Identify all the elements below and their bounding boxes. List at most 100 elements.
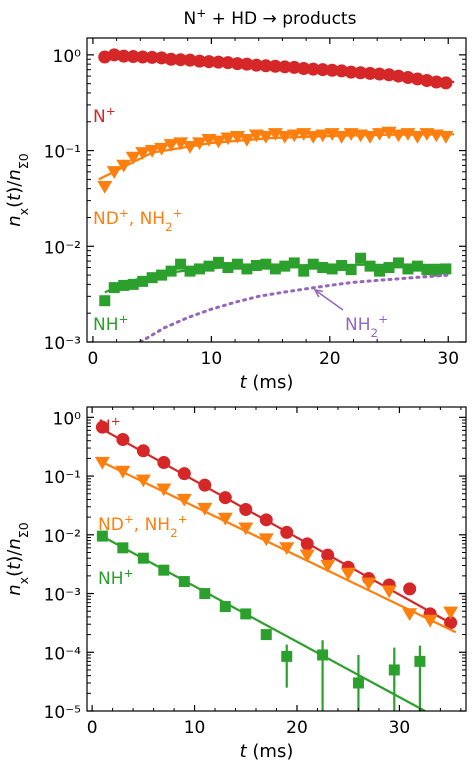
series-label: N+	[93, 104, 116, 127]
data-point	[222, 262, 234, 274]
axes-frame	[86, 37, 467, 343]
data-point	[249, 58, 263, 72]
data-point	[125, 151, 141, 165]
series-label: NH+	[93, 312, 128, 335]
data-point	[279, 542, 295, 555]
series-2	[96, 530, 426, 711]
fit-line	[96, 425, 457, 627]
y-tick-label: 10⁻¹	[44, 468, 81, 488]
data-point	[409, 130, 425, 144]
data-point	[177, 467, 191, 481]
data-point	[192, 137, 208, 151]
data-point	[298, 265, 310, 277]
data-point	[146, 272, 158, 284]
data-point	[438, 130, 454, 144]
data-point	[238, 522, 254, 536]
data-point	[106, 166, 122, 179]
x-tick-label: 10	[201, 349, 223, 369]
fit-line	[96, 532, 426, 711]
data-point	[221, 56, 235, 70]
data-point	[315, 129, 331, 143]
data-point	[336, 259, 348, 271]
data-point	[135, 147, 151, 160]
data-point	[217, 512, 233, 526]
y-tick-label: 10⁻²	[44, 527, 81, 547]
series-label: ND+, NH2+	[93, 206, 183, 234]
data-point	[203, 260, 215, 272]
data-point	[317, 649, 329, 661]
data-point	[388, 664, 400, 676]
data-point	[372, 128, 388, 141]
data-point	[183, 53, 197, 67]
data-point	[212, 256, 224, 268]
data-point	[165, 265, 177, 277]
data-point	[278, 60, 292, 74]
data-point	[288, 257, 300, 269]
data-point	[118, 279, 130, 291]
data-point	[414, 655, 426, 667]
data-point	[176, 493, 192, 507]
data-point	[164, 52, 178, 66]
data-point	[320, 559, 336, 573]
data-point	[127, 278, 139, 290]
series-0	[98, 48, 455, 90]
data-point	[321, 548, 335, 562]
data-point	[157, 456, 171, 470]
series-2	[99, 252, 452, 307]
data-point	[155, 51, 169, 65]
data-point	[154, 142, 170, 156]
plot-area	[97, 48, 455, 342]
x-tick-label: 30	[389, 718, 411, 738]
data-point	[219, 601, 231, 613]
y-axis-label: nx(t)/nΣ0	[4, 153, 31, 226]
plot-area	[94, 420, 459, 711]
data-point	[403, 582, 417, 596]
data-point	[381, 585, 397, 599]
data-point	[197, 502, 213, 516]
data-point	[352, 677, 364, 689]
data-point	[115, 465, 131, 479]
data-point	[286, 129, 302, 143]
data-point	[259, 59, 273, 73]
arrow-head	[313, 288, 324, 298]
series-1	[94, 456, 459, 634]
x-tick-label: 0	[88, 349, 99, 369]
x-axis-label: t (ms)	[240, 372, 294, 393]
data-point	[231, 258, 243, 270]
data-point	[362, 130, 378, 144]
y-tick-label: 10⁻³	[44, 334, 81, 354]
series-label: NH+	[98, 566, 133, 589]
data-point	[364, 260, 376, 272]
annotation-arrow	[314, 289, 344, 311]
data-point	[421, 264, 433, 276]
data-point	[392, 257, 404, 269]
data-point	[136, 50, 150, 64]
data-point	[97, 181, 113, 194]
x-tick-label: 30	[437, 349, 459, 369]
data-point	[383, 262, 395, 274]
data-point	[277, 130, 293, 144]
data-point	[182, 140, 198, 154]
y-tick-label: 10⁻⁵	[44, 703, 81, 723]
data-point	[305, 130, 321, 144]
data-point	[345, 264, 357, 276]
data-point	[95, 420, 109, 434]
data-point	[117, 49, 131, 63]
data-point	[240, 608, 252, 620]
data-point	[107, 48, 121, 62]
data-point	[382, 68, 396, 82]
data-point	[163, 139, 179, 152]
data-point	[355, 252, 367, 264]
data-point	[241, 263, 253, 275]
data-point	[178, 576, 190, 588]
data-point	[268, 59, 282, 73]
data-point	[363, 66, 377, 80]
data-point	[316, 63, 330, 77]
data-point	[239, 134, 255, 147]
data-point	[335, 64, 349, 78]
data-point	[135, 474, 151, 488]
data-point	[287, 60, 301, 74]
x-tick-label: 0	[87, 718, 98, 738]
data-point	[439, 76, 453, 90]
data-point	[299, 549, 315, 563]
